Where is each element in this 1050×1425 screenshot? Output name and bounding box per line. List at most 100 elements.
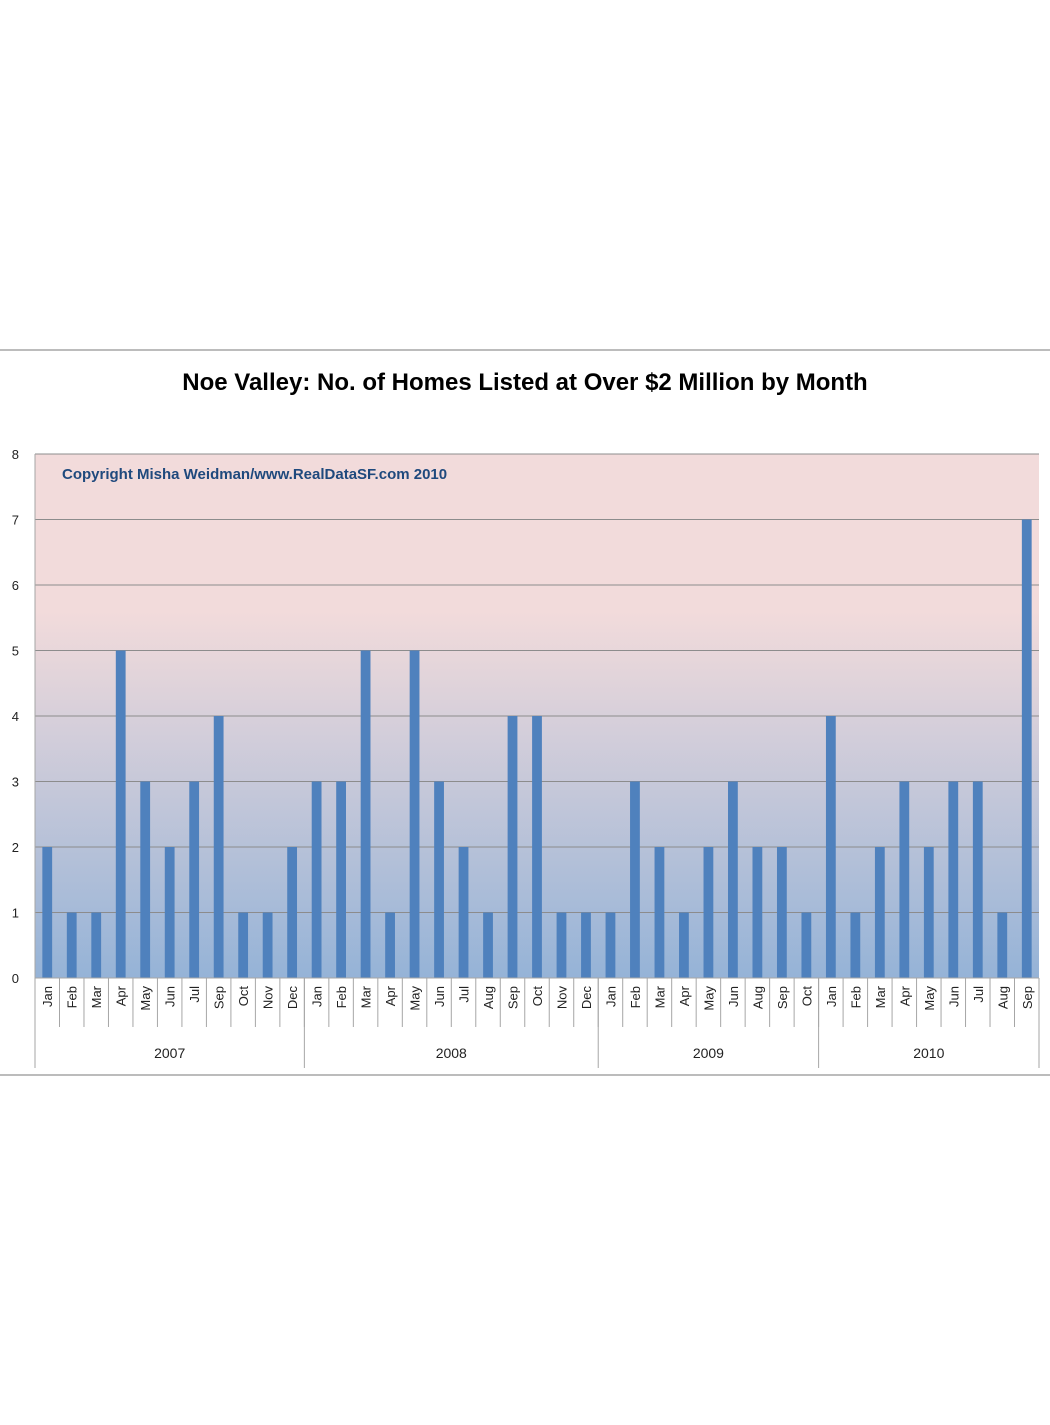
bar	[507, 716, 518, 978]
bars	[42, 519, 1032, 978]
x-tick-label: Mar	[652, 985, 667, 1008]
x-tick-label: Sep	[212, 986, 227, 1009]
bar	[654, 847, 665, 978]
y-axis: 0 1 2 3 4 5 6 7 8	[12, 447, 36, 986]
bar	[605, 912, 616, 978]
x-axis: Jan Feb Mar Apr May Jun Jul Sep Oct Nov Dec Jan Feb M…	[34, 977, 1040, 1068]
x-tick-label: May	[922, 986, 937, 1011]
year-label: 2007	[154, 1045, 185, 1061]
bar	[776, 847, 787, 978]
y-tick-label: 0	[12, 971, 19, 986]
x-tick-label: Jan	[603, 986, 618, 1007]
bar	[385, 912, 395, 978]
bar	[801, 912, 812, 978]
bar	[972, 781, 983, 978]
bar	[874, 847, 885, 978]
bar	[189, 781, 200, 978]
x-tick-label: Feb	[334, 986, 349, 1008]
x-tick-label: Jun	[726, 986, 741, 1007]
x-tick-label: Sep	[1020, 986, 1035, 1009]
x-tick-label: Sep	[775, 986, 790, 1009]
bar	[262, 912, 273, 978]
x-tick-label: Apr	[114, 985, 129, 1006]
y-tick-label: 5	[12, 644, 19, 659]
bar	[434, 781, 444, 978]
bar	[1021, 519, 1032, 978]
bar	[850, 912, 861, 978]
year-label: 2010	[913, 1045, 944, 1061]
bar	[287, 847, 298, 978]
x-tick-label: Apr	[677, 985, 692, 1006]
year-label: 2009	[693, 1045, 724, 1061]
x-tick-label: Mar	[359, 985, 374, 1008]
y-tick-label: 3	[12, 775, 19, 790]
bar	[825, 716, 836, 978]
y-tick-label: 7	[12, 513, 19, 528]
x-tick-label: Oct	[236, 986, 251, 1007]
x-tick-label: May	[408, 986, 423, 1011]
bar	[213, 716, 224, 978]
bar	[238, 912, 249, 978]
x-tick-label: Mar	[873, 985, 888, 1008]
bar	[42, 847, 53, 978]
x-tick-label: Jun	[432, 986, 447, 1007]
x-tick-label: Feb	[65, 986, 80, 1008]
x-tick-label: Jun	[163, 986, 178, 1007]
bar	[66, 912, 77, 978]
bar	[997, 912, 1008, 978]
bar	[679, 912, 689, 978]
x-tick-label: Aug	[995, 986, 1010, 1009]
bar	[140, 781, 151, 978]
bar	[91, 912, 102, 978]
x-tick-label: Nov	[261, 986, 276, 1010]
x-tick-label: Jan	[310, 986, 325, 1007]
x-tick-label: Oct	[530, 986, 545, 1007]
bar	[948, 781, 959, 978]
bar	[115, 650, 126, 978]
chart-title: Noe Valley: No. of Homes Listed at Over …	[182, 369, 867, 396]
bar	[483, 912, 493, 978]
bar	[164, 847, 175, 978]
x-tick-label: Jul	[971, 986, 986, 1003]
bar	[630, 781, 640, 978]
x-tick-label: Aug	[481, 986, 496, 1009]
x-tick-label: Aug	[750, 986, 765, 1009]
bar	[556, 912, 567, 978]
year-label: 2008	[436, 1045, 467, 1061]
x-tick-label: Dec	[579, 986, 594, 1010]
bar	[703, 847, 714, 978]
copyright-annotation: Copyright Misha Weidman/www.RealDataSF.c…	[62, 466, 447, 483]
x-tick-label: Feb	[848, 986, 863, 1008]
bar	[899, 781, 910, 978]
x-tick-label: Oct	[799, 986, 814, 1007]
bar	[458, 847, 469, 978]
x-tick-label: May	[138, 986, 153, 1011]
y-tick-label: 2	[12, 840, 19, 855]
y-tick-label: 1	[12, 906, 19, 921]
y-tick-label: 8	[12, 447, 19, 462]
bar	[923, 847, 934, 978]
x-tick-label: Jun	[946, 986, 961, 1007]
x-tick-label: Jul	[457, 986, 472, 1003]
bar	[336, 781, 346, 978]
x-tick-label: May	[701, 986, 716, 1011]
bar	[360, 650, 371, 978]
x-tick-label: Feb	[628, 986, 643, 1008]
bar	[752, 847, 763, 978]
x-tick-label: Jul	[187, 986, 202, 1003]
x-tick-label: Nov	[554, 986, 569, 1010]
x-tick-label: Dec	[285, 986, 300, 1010]
x-tick-label: Jan	[40, 986, 55, 1007]
x-tick-label: Jan	[824, 986, 839, 1007]
bar	[532, 716, 542, 978]
y-tick-label: 4	[12, 709, 19, 724]
bar	[409, 650, 420, 978]
x-tick-label: Apr	[383, 985, 398, 1006]
bar	[581, 912, 591, 978]
x-tick-label: Apr	[897, 985, 912, 1006]
bar	[311, 781, 322, 978]
x-tick-label: Mar	[89, 985, 104, 1008]
y-tick-label: 6	[12, 578, 19, 593]
x-tick-label: Sep	[506, 986, 521, 1009]
